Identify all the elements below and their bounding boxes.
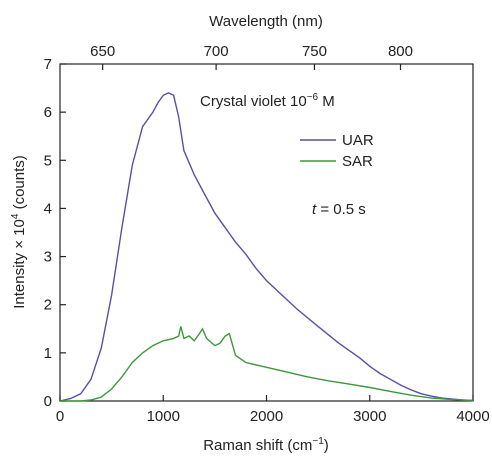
top-tick-label: 700 [204,43,229,60]
x-tick-label: 0 [56,408,64,425]
plot-frame [59,63,474,402]
sample-annotation: Crystal violet 10−6 M [200,92,335,110]
y-tick-label: 7 [44,56,52,73]
y-tick-label: 1 [44,345,52,362]
y-tick-label: 5 [44,152,52,169]
time-annotation: t = 0.5 s [312,201,366,218]
bottom-axis-title: Raman shift (cm−1) [203,436,329,454]
left-y-axis: 0 1 2 3 4 5 6 7 [44,56,66,410]
top-axis-title: Wavelength (nm) [209,13,323,30]
x-tick-label: 4000 [456,408,489,425]
top-x-axis: 650 700 750 800 [90,43,413,70]
y-tick-label: 4 [44,200,52,217]
legend-label-uar: UAR [342,132,374,149]
legend: UAR SAR [300,132,374,170]
bottom-x-axis: 0 1000 2000 3000 4000 [56,395,490,425]
series-line-uar [59,92,474,402]
top-tick-label: 750 [302,43,327,60]
y-tick-label: 2 [44,297,52,314]
y-tick-label: 0 [44,393,52,410]
top-tick-label: 650 [90,43,115,60]
y-tick-label: 6 [44,104,52,121]
y-tick-label: 3 [44,249,52,266]
series-line-sar [60,326,474,402]
x-tick-label: 2000 [250,408,283,425]
x-tick-label: 1000 [147,408,180,425]
x-tick-label: 3000 [353,408,386,425]
top-tick-label: 800 [388,43,413,60]
legend-label-sar: SAR [342,153,373,170]
left-axis-title: Intensity × 104 (counts) [10,155,28,309]
